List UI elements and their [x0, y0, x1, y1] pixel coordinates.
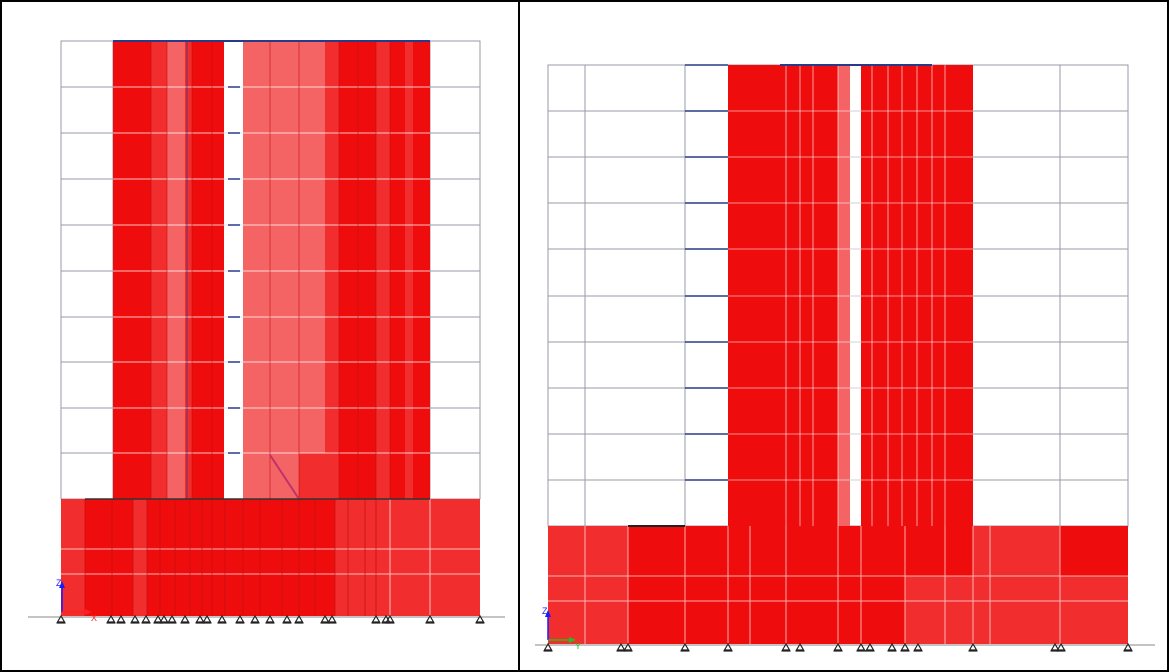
tower-joint-lines [150, 41, 391, 499]
podium-joints [84, 499, 377, 616]
pin-support-icon [1123, 642, 1133, 652]
support-row [543, 642, 1133, 652]
pin-support-icon [106, 614, 116, 624]
pin-support-icon [623, 642, 633, 652]
pin-support-icon [887, 642, 897, 652]
podium-walls[interactable] [61, 499, 480, 616]
pin-support-icon [968, 642, 978, 652]
pin-support-icon [56, 614, 66, 624]
pin-support-icon [141, 614, 151, 624]
pin-support-icon [856, 642, 866, 652]
axis-label-horizontal: X [91, 613, 97, 623]
pin-support-icon [913, 642, 923, 652]
axis-label-horizontal: Y [575, 641, 581, 651]
pin-support-icon [833, 642, 843, 652]
pin-support-icon [167, 614, 177, 624]
pin-support-icon [282, 614, 292, 624]
elevation-view-yz[interactable]: Z Y [535, 64, 1155, 652]
tower-walls[interactable] [113, 41, 430, 499]
pin-support-icon [265, 614, 275, 624]
pin-support-icon [425, 614, 435, 624]
podium-lines [548, 526, 1128, 644]
pin-support-icon [1056, 642, 1066, 652]
pin-support-icon [865, 642, 875, 652]
support-row [56, 614, 485, 624]
tower-joint-lines [785, 65, 946, 526]
pin-support-icon [180, 614, 190, 624]
diagonal-brace [269, 454, 300, 500]
elevation-view-xz[interactable]: Z X [28, 40, 505, 624]
pin-support-icon [385, 614, 395, 624]
pin-support-icon [723, 642, 733, 652]
axis-label-vertical: Z [56, 578, 62, 588]
pin-support-icon [116, 614, 126, 624]
pin-support-icon [371, 614, 381, 624]
pin-support-icon [475, 614, 485, 624]
pin-support-icon [781, 642, 791, 652]
gap-beams [228, 86, 240, 454]
pin-support-icon [250, 614, 260, 624]
pin-support-icon [217, 614, 227, 624]
pin-support-icon [159, 614, 169, 624]
axis-triad-icon: Z X [56, 578, 97, 623]
pin-support-icon [795, 642, 805, 652]
podium-lines [61, 499, 480, 616]
pin-support-icon [294, 614, 304, 624]
pin-support-icon [130, 614, 140, 624]
pin-support-icon [235, 614, 245, 624]
pin-support-icon [327, 614, 337, 624]
pin-support-icon [543, 642, 553, 652]
tower-floor-lines [113, 86, 430, 454]
floor-beams [685, 64, 728, 481]
axis-triad-icon: Z Y [542, 606, 581, 651]
pin-support-icon [680, 642, 690, 652]
pin-support-icon [900, 642, 910, 652]
pin-support-icon [202, 614, 212, 624]
axis-label-vertical: Z [542, 606, 548, 616]
